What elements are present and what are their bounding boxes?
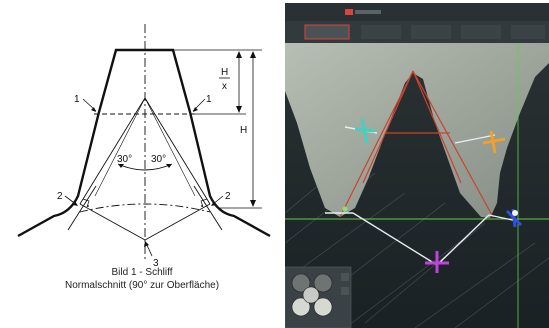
tangent-line bbox=[67, 185, 97, 231]
bottom-marker: 3 bbox=[153, 258, 159, 266]
tab-button-active[interactable] bbox=[304, 24, 350, 40]
angle-label-left: 30° bbox=[117, 154, 132, 165]
right-angle-mark bbox=[82, 198, 90, 208]
camera-icon[interactable] bbox=[341, 273, 349, 281]
marker-white-dot bbox=[512, 210, 518, 216]
arrowhead bbox=[193, 107, 198, 112]
metal-surface bbox=[285, 43, 549, 218]
right-angle-dot bbox=[201, 205, 203, 207]
fraction-numerator: H bbox=[221, 67, 228, 78]
arrowhead bbox=[91, 107, 96, 112]
tab-button[interactable] bbox=[361, 25, 401, 39]
measurement-overlay bbox=[339, 70, 494, 218]
app-title-bar bbox=[355, 10, 381, 14]
arrowhead bbox=[144, 241, 149, 247]
arrowhead bbox=[236, 51, 242, 58]
arrowhead bbox=[250, 200, 256, 207]
construction-line bbox=[144, 203, 211, 241]
arrowhead bbox=[250, 51, 256, 58]
microscope-view bbox=[285, 3, 549, 328]
right-angle-dot bbox=[87, 205, 89, 207]
drawing-panel: 1 1 2 2 3 30° 30° H x H Bild 1 - Schliff… bbox=[0, 24, 284, 292]
microscope-image bbox=[285, 3, 549, 328]
fraction-denominator: x bbox=[222, 81, 227, 92]
height-label: H bbox=[240, 125, 247, 136]
arrowhead bbox=[211, 201, 216, 206]
construction-line bbox=[94, 97, 146, 197]
root-circle-arc bbox=[79, 203, 211, 213]
side-tool-buttons bbox=[341, 273, 349, 295]
flank-marker-right: 1 bbox=[206, 94, 212, 105]
settings-icon[interactable] bbox=[341, 287, 349, 295]
construction-line bbox=[144, 97, 211, 205]
app-header bbox=[285, 3, 549, 21]
root-marker-right: 2 bbox=[225, 191, 231, 202]
tab-button[interactable] bbox=[411, 25, 451, 39]
angle-arrow bbox=[166, 164, 172, 168]
marker-orange bbox=[482, 130, 506, 154]
thumbnail-panel[interactable] bbox=[285, 266, 352, 328]
tooth-outline bbox=[17, 48, 271, 238]
arrowhead bbox=[236, 106, 242, 113]
marker-green-dot bbox=[342, 206, 348, 212]
construction-line bbox=[79, 203, 146, 241]
app-logo bbox=[345, 9, 353, 15]
tab-button[interactable] bbox=[511, 25, 545, 39]
flank-marker-left: 1 bbox=[74, 94, 80, 105]
construction-line bbox=[79, 97, 146, 205]
caption-line-2: Normalschnitt (90° zur Oberfläche) bbox=[64, 280, 220, 291]
caption-line-1: Bild 1 - Schliff bbox=[111, 267, 173, 278]
marker-purple bbox=[425, 251, 449, 273]
construction-line bbox=[144, 97, 196, 197]
figure-caption: Bild 1 - Schliff Normalschnitt (90° zur … bbox=[0, 266, 284, 292]
marker-teal bbox=[354, 118, 376, 144]
angle-label-right: 30° bbox=[151, 154, 166, 165]
right-angle-mark bbox=[200, 198, 208, 208]
background-streaks bbox=[285, 162, 549, 328]
root-marker-left: 2 bbox=[57, 191, 63, 202]
tab-button[interactable] bbox=[461, 25, 501, 39]
angle-arrow bbox=[118, 164, 124, 168]
tangent-line bbox=[193, 185, 223, 231]
arrowhead bbox=[73, 201, 78, 206]
tooth-profile-diagram: 1 1 2 2 3 30° 30° H x H bbox=[17, 24, 271, 269]
